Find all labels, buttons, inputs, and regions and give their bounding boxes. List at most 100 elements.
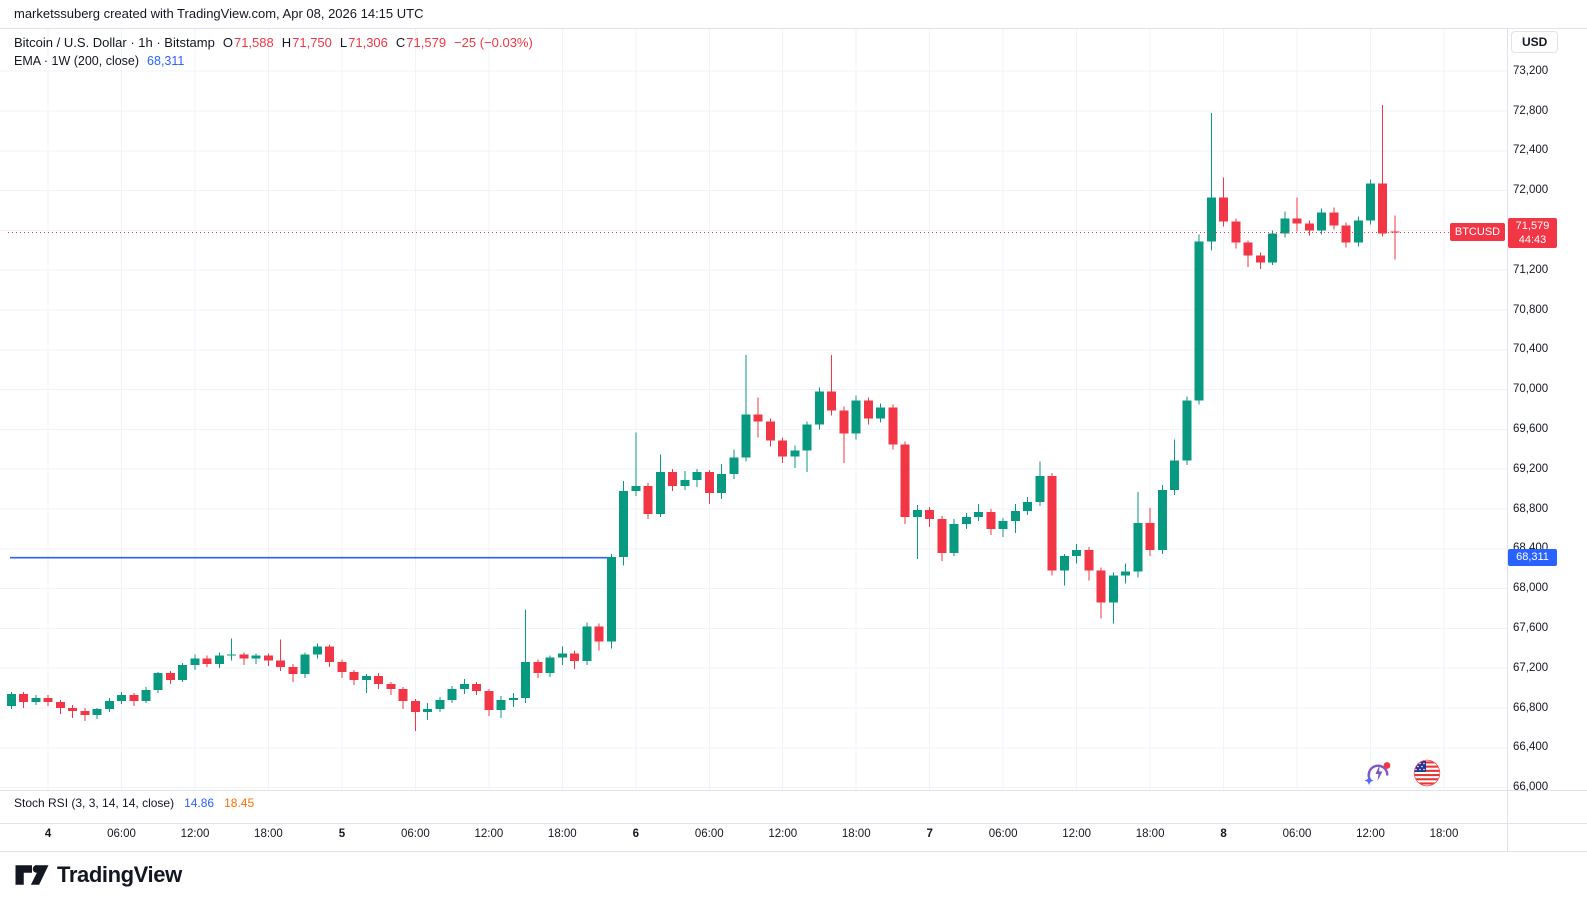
candle-body	[1157, 490, 1167, 550]
candle-body	[447, 689, 457, 701]
symbol-price-flag: BTCUSD	[1450, 223, 1505, 241]
time-axis-label: 12:00	[1062, 828, 1091, 840]
candle-body	[827, 391, 837, 411]
ohlc-low: L 71,306	[339, 35, 388, 50]
time-axis-label: 18:00	[254, 828, 283, 840]
ohlc-high: H 71,750	[281, 35, 332, 50]
us-flag-icon[interactable]	[1411, 757, 1443, 789]
price-axis-label: 67,200	[1513, 661, 1549, 674]
candle-body	[1121, 571, 1131, 576]
change-value: −25 (−0.03%)	[454, 35, 533, 50]
price-axis-label: 72,800	[1513, 104, 1549, 117]
candle-body	[582, 626, 592, 662]
tradingview-logo-mark	[15, 865, 49, 885]
ohlc-close: C 71,579	[395, 35, 447, 50]
chart-legend: Bitcoin / U.S. Dollar · 1h · Bitstamp O …	[14, 34, 533, 70]
candle-body	[1365, 183, 1375, 221]
candle-body	[912, 510, 922, 517]
candle-body	[178, 665, 188, 681]
candle-body	[533, 662, 543, 674]
candle-body	[337, 662, 347, 673]
stoch-d-value: 18.45	[224, 796, 255, 810]
candle-body	[1378, 183, 1388, 234]
indicator-legend-row[interactable]: EMA · 1W (200, close) 68,311	[14, 53, 533, 70]
candle-body	[729, 457, 739, 475]
candle-body	[1182, 400, 1192, 461]
price-axis-label: 67,600	[1513, 621, 1549, 634]
price-axis-label: 70,000	[1513, 383, 1549, 396]
candle-body	[937, 518, 947, 553]
candle-body	[900, 444, 910, 517]
symbol-title[interactable]: Bitcoin / U.S. Dollar · 1h · Bitstamp	[14, 35, 215, 50]
candle-body	[986, 511, 996, 529]
time-axis-label: 06:00	[988, 828, 1018, 840]
candle-body	[92, 709, 102, 715]
candle-body	[508, 698, 518, 701]
candle-body	[141, 690, 151, 702]
candle-body	[814, 391, 824, 425]
candle-body	[619, 491, 629, 557]
symbol-legend-row[interactable]: Bitcoin / U.S. Dollar · 1h · Bitstamp O …	[14, 34, 533, 51]
candle-body	[1329, 212, 1339, 226]
tradingview-logo[interactable]: TradingView	[14, 860, 182, 890]
candle-body	[1035, 476, 1045, 503]
last-price-axis-label: 71,579 44:43	[1508, 218, 1557, 248]
candle-body	[459, 684, 469, 690]
candle-body	[410, 701, 420, 712]
time-axis-label: 6	[632, 828, 639, 840]
candle-body	[312, 646, 322, 655]
currency-unit-button[interactable]: USD	[1511, 31, 1559, 53]
candle-body	[1133, 522, 1143, 572]
candle-body	[717, 474, 727, 494]
candle-body	[472, 684, 482, 692]
candle-body	[361, 676, 371, 681]
bar-countdown: 44:43	[1518, 234, 1547, 246]
candle-body	[423, 709, 433, 712]
candle-body	[790, 450, 800, 457]
candle-body	[251, 655, 261, 659]
candle-body	[1145, 522, 1155, 550]
candle-body	[802, 424, 812, 451]
indicator-value: 68,311	[147, 54, 185, 68]
candle-body	[692, 472, 702, 481]
price-axis-label: 68,800	[1513, 502, 1549, 515]
candle-body	[1341, 225, 1351, 243]
time-axis-label: 7	[926, 828, 933, 840]
candle-body	[1231, 221, 1241, 243]
candle-body	[974, 511, 984, 517]
price-axis-label: 66,000	[1513, 781, 1549, 794]
candle-body	[19, 694, 29, 703]
candle-body	[165, 673, 175, 681]
indicator-title[interactable]: EMA · 1W (200, close)	[14, 54, 140, 68]
candle-body	[239, 654, 249, 659]
candle-body	[680, 480, 690, 487]
time-axis-label: 12:00	[474, 828, 504, 840]
candle-body	[1304, 223, 1314, 231]
candle-body	[1084, 549, 1094, 571]
candle-body	[153, 673, 163, 691]
candle-body	[545, 657, 555, 674]
price-axis-label: 66,800	[1513, 701, 1549, 714]
candle-body	[876, 407, 886, 419]
stoch-rsi-title[interactable]: Stoch RSI (3, 3, 14, 14, close)	[14, 796, 175, 810]
candle-body	[863, 400, 873, 419]
candle-body	[300, 654, 310, 675]
candle-body	[1023, 502, 1033, 512]
candle-body	[570, 653, 580, 662]
time-axis-label: 12:00	[768, 828, 798, 840]
time-axis-label: 5	[338, 828, 346, 840]
candle-body	[557, 653, 567, 658]
candle-body	[496, 700, 506, 711]
candle-body	[1108, 575, 1118, 603]
candle-body	[1390, 231, 1400, 233]
price-axis-label: 72,000	[1513, 184, 1549, 197]
price-axis-label: 69,200	[1513, 462, 1549, 475]
candle-body	[349, 672, 359, 681]
ai-technicals-icon[interactable]	[1362, 757, 1394, 789]
candle-body	[80, 710, 90, 715]
price-axis-label: 71,200	[1513, 263, 1549, 276]
candle-body	[1010, 511, 1020, 521]
candle-body	[888, 407, 898, 445]
time-axis-label: 06:00	[107, 828, 136, 840]
